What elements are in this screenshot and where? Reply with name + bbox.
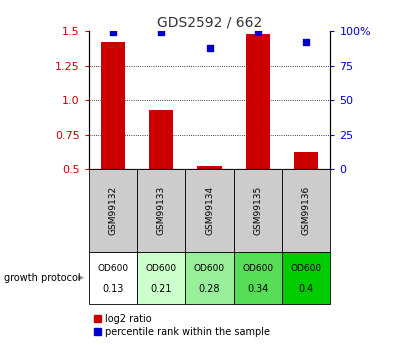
Text: 0.13: 0.13 <box>102 284 124 294</box>
Bar <box>197 166 222 169</box>
Text: growth protocol: growth protocol <box>4 273 81 283</box>
Title: GDS2592 / 662: GDS2592 / 662 <box>157 16 262 30</box>
Text: GSM99136: GSM99136 <box>302 186 311 235</box>
Point <box>303 39 310 45</box>
Text: GSM99135: GSM99135 <box>253 186 262 235</box>
Text: OD600: OD600 <box>242 264 274 273</box>
Point <box>255 30 261 35</box>
Point <box>158 30 164 35</box>
Bar <box>101 42 125 169</box>
Bar <box>294 152 318 169</box>
Point <box>206 45 213 50</box>
Text: GSM99132: GSM99132 <box>108 186 117 235</box>
Text: 0.4: 0.4 <box>299 284 314 294</box>
Text: OD600: OD600 <box>145 264 177 273</box>
Text: 0.21: 0.21 <box>150 284 172 294</box>
Bar <box>246 34 270 169</box>
Text: 0.28: 0.28 <box>199 284 220 294</box>
Text: OD600: OD600 <box>194 264 225 273</box>
Text: OD600: OD600 <box>291 264 322 273</box>
Text: 0.34: 0.34 <box>247 284 269 294</box>
Bar <box>149 110 173 169</box>
Text: GSM99134: GSM99134 <box>205 186 214 235</box>
Text: GSM99133: GSM99133 <box>157 186 166 235</box>
Point <box>110 30 116 35</box>
Legend: log2 ratio, percentile rank within the sample: log2 ratio, percentile rank within the s… <box>93 314 270 337</box>
Text: OD600: OD600 <box>97 264 129 273</box>
